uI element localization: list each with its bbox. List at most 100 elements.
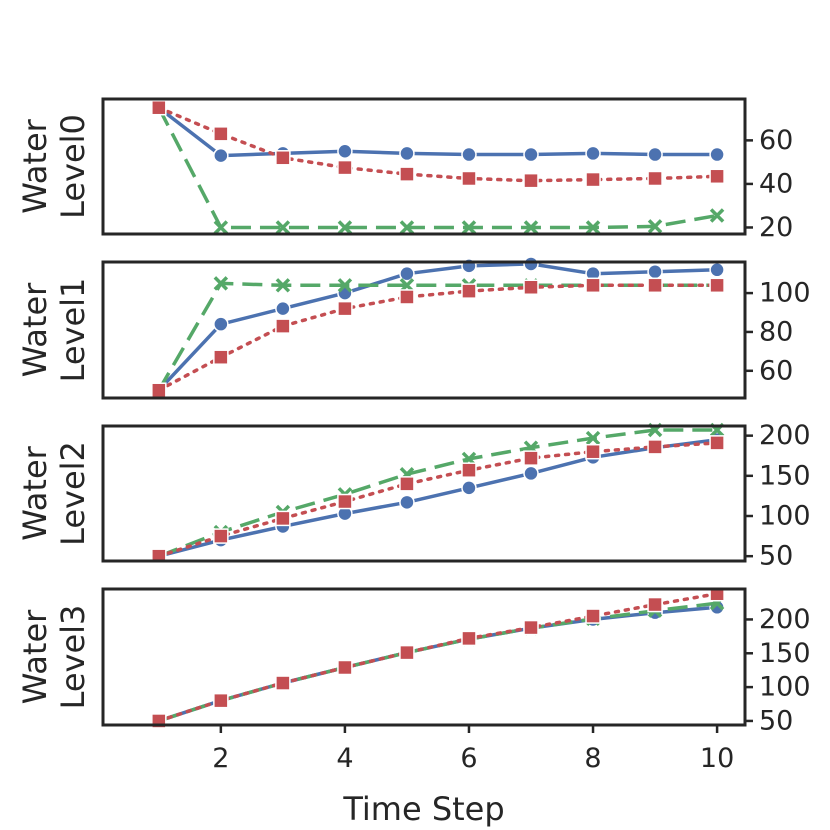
- data-point-0-0-3: [337, 143, 353, 160]
- data-point-0-0-4: [399, 145, 415, 162]
- y-axis-label-2-1: Level2: [54, 441, 92, 546]
- data-point-0-1-2: [275, 220, 291, 235]
- series-line-1-1: [157, 281, 718, 392]
- data-point-3-2-1: [213, 692, 229, 709]
- data-point-0-0-1: [213, 147, 229, 164]
- data-point-0-2-4: [399, 166, 415, 182]
- data-point-3-2-2: [275, 675, 291, 691]
- data-point-0-2-8: [647, 170, 663, 187]
- data-point-0-2-1: [213, 126, 229, 142]
- y-tick-label-1-0: 60: [759, 355, 793, 386]
- data-point-1-0-8: [647, 263, 663, 280]
- y-tick-label-0-2: 60: [759, 125, 793, 156]
- series-line-0-1: [157, 106, 718, 230]
- data-point-2-2-1: [213, 528, 229, 544]
- data-point-2-1-7: [585, 430, 601, 446]
- data-point-0-2-5: [461, 170, 477, 187]
- series-line-2-2: [157, 441, 719, 558]
- data-point-1-0-2: [275, 300, 291, 317]
- y-axis-label-1-0: Water: [16, 282, 54, 377]
- data-point-2-0-6: [523, 465, 539, 482]
- data-point-3-2-7: [585, 608, 601, 624]
- data-point-0-1-7: [585, 220, 601, 235]
- data-point-1-2-9: [709, 277, 725, 294]
- data-point-1-2-0: [151, 382, 167, 398]
- y-axis-label-2-0: Water: [16, 445, 54, 540]
- data-point-1-1-2: [275, 278, 291, 293]
- data-point-1-2-1: [213, 349, 229, 365]
- x-tick-label-4: 10: [700, 743, 734, 774]
- data-point-3-2-8: [647, 596, 663, 613]
- y-tick-label-2-0: 50: [759, 541, 793, 572]
- y-tick-label-3-0: 50: [759, 705, 793, 736]
- data-point-1-2-4: [399, 289, 415, 305]
- x-axis-label: Time Step: [342, 790, 504, 828]
- data-point-1-0-4: [399, 265, 415, 282]
- data-point-1-0-1: [213, 316, 229, 332]
- data-point-1-0-9: [709, 262, 725, 278]
- data-point-1-1-1: [213, 276, 229, 291]
- data-point-0-2-9: [709, 168, 725, 185]
- series-line-0-2: [157, 105, 719, 183]
- y-tick-label-1-2: 100: [759, 278, 811, 309]
- data-point-1-1-3: [337, 278, 353, 293]
- y-axis-label-3-0: Water: [16, 609, 54, 704]
- data-point-2-2-8: [647, 439, 663, 455]
- subplot-frame-0: [101, 97, 747, 236]
- y-tick-label-2-2: 150: [759, 460, 811, 491]
- data-point-1-2-5: [461, 283, 477, 299]
- x-tick-label-0: 2: [212, 743, 229, 774]
- data-point-3-2-3: [337, 659, 353, 676]
- data-point-3-2-6: [523, 619, 539, 636]
- y-tick-label-3-2: 150: [759, 638, 811, 669]
- data-point-0-0-7: [585, 145, 601, 162]
- data-point-1-2-6: [523, 279, 539, 296]
- x-tick-label-1: 4: [336, 743, 353, 774]
- subplot-frame-1: [101, 260, 747, 400]
- data-point-0-2-3: [337, 159, 353, 176]
- data-point-0-0-8: [647, 146, 663, 163]
- y-tick-label-0-1: 40: [759, 168, 793, 199]
- data-point-0-0-5: [461, 146, 477, 163]
- data-point-0-1-1: [213, 220, 229, 235]
- y-tick-label-2-3: 200: [759, 420, 811, 451]
- y-axis-label-1-1: Level1: [54, 278, 92, 383]
- subplot-2: 50 100 150 200 Water Level2: [16, 420, 811, 572]
- data-point-0-0-6: [523, 146, 539, 163]
- data-point-0-1-9: [709, 208, 725, 223]
- data-point-2-2-7: [585, 443, 601, 460]
- x-tick-label-2: 6: [460, 743, 477, 774]
- y-tick-label-3-3: 200: [759, 604, 811, 635]
- data-point-3-2-4: [399, 644, 415, 661]
- data-point-2-2-5: [461, 462, 477, 478]
- y-axis-label-0-0: Water: [16, 118, 54, 213]
- data-point-3-2-5: [461, 630, 477, 647]
- y-axis-label-0-1: Level0: [54, 114, 92, 219]
- subplot-0: 20 40 60 Water Level0: [16, 97, 793, 243]
- y-tick-label-2-1: 100: [759, 501, 811, 532]
- data-point-2-2-9: [709, 435, 725, 451]
- data-point-0-2-6: [523, 172, 539, 189]
- data-point-0-2-7: [585, 171, 601, 188]
- y-tick-label-0-0: 20: [759, 212, 793, 243]
- data-point-2-2-4: [399, 476, 415, 492]
- y-axis-label-3-1: Level3: [54, 605, 92, 710]
- subplot-frame-2: [101, 424, 747, 563]
- data-point-2-2-6: [523, 450, 539, 466]
- series-line-1-2: [157, 283, 719, 392]
- data-point-2-0-4: [399, 494, 415, 511]
- data-point-0-1-5: [461, 220, 477, 235]
- data-point-1-0-6: [523, 256, 539, 272]
- series-line-3-0: [158, 605, 718, 723]
- series-line-2-1: [158, 428, 718, 558]
- data-point-1-2-3: [337, 300, 353, 317]
- series-line-2-0: [158, 437, 718, 558]
- data-point-2-2-2: [275, 510, 291, 527]
- data-point-0-1-8: [647, 219, 663, 234]
- data-point-2-2-3: [337, 493, 353, 510]
- data-point-0-1-3: [337, 220, 353, 235]
- data-point-0-0-9: [709, 146, 725, 163]
- series-line-1-0: [157, 262, 718, 392]
